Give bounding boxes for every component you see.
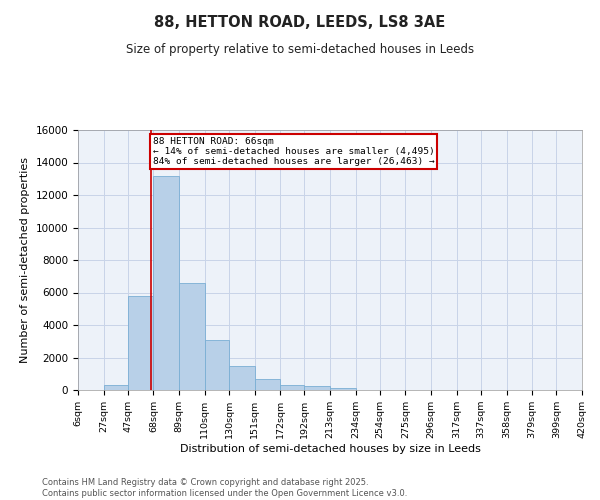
Y-axis label: Number of semi-detached properties: Number of semi-detached properties: [20, 157, 30, 363]
Bar: [104, 385, 128, 390]
Bar: [179, 283, 205, 390]
Bar: [330, 388, 356, 390]
Text: Size of property relative to semi-detached houses in Leeds: Size of property relative to semi-detach…: [126, 42, 474, 56]
Bar: [304, 386, 330, 390]
Bar: [229, 366, 254, 390]
Text: 88, HETTON ROAD, LEEDS, LS8 3AE: 88, HETTON ROAD, LEEDS, LS8 3AE: [154, 15, 446, 30]
Text: Contains HM Land Registry data © Crown copyright and database right 2025.
Contai: Contains HM Land Registry data © Crown c…: [42, 478, 407, 498]
Bar: [280, 385, 304, 390]
Bar: [154, 176, 179, 390]
X-axis label: Distribution of semi-detached houses by size in Leeds: Distribution of semi-detached houses by …: [179, 444, 481, 454]
Text: 88 HETTON ROAD: 66sqm
← 14% of semi-detached houses are smaller (4,495)
84% of s: 88 HETTON ROAD: 66sqm ← 14% of semi-deta…: [153, 136, 434, 166]
Bar: [254, 380, 280, 390]
Bar: [205, 340, 229, 390]
Bar: [128, 296, 154, 390]
